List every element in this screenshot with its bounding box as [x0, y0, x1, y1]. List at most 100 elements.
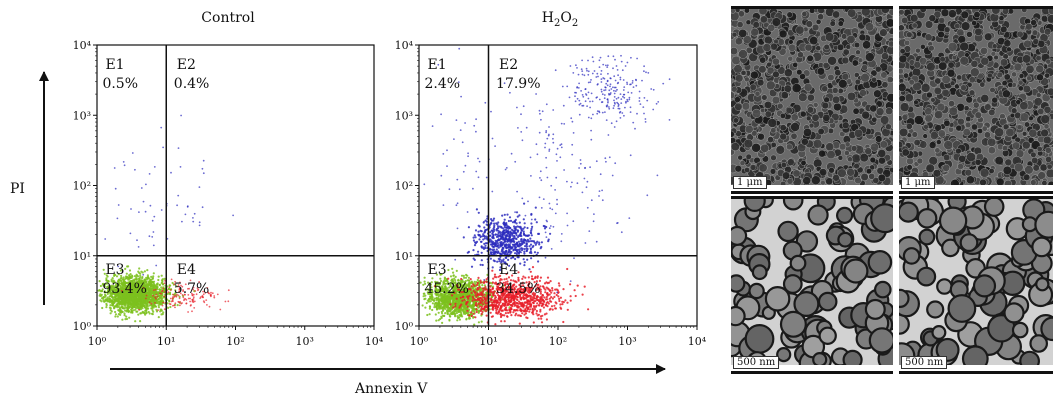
data-point: [128, 269, 132, 272]
data-point: [442, 299, 445, 302]
data-point: [531, 266, 535, 269]
data-point: [581, 70, 584, 72]
data-point: [523, 222, 526, 225]
data-point: [536, 314, 539, 317]
data-point: [156, 295, 159, 298]
data-point: [501, 309, 504, 312]
data-point: [512, 299, 516, 302]
data-point: [529, 250, 533, 253]
data-point: [516, 230, 519, 233]
data-point: [576, 67, 578, 69]
data-point: [448, 319, 451, 322]
data-point: [468, 301, 471, 304]
data-point: [127, 310, 130, 313]
data-point: [526, 306, 529, 310]
data-point: [536, 276, 539, 279]
data-point: [529, 305, 532, 308]
data-point: [496, 233, 499, 236]
data-point: [179, 166, 182, 168]
data-point: [134, 308, 137, 311]
data-point: [160, 298, 163, 301]
data-point: [530, 234, 533, 237]
data-point: [483, 296, 486, 299]
data-point: [492, 251, 495, 254]
data-point: [483, 281, 486, 284]
data-point: [134, 320, 137, 323]
data-point: [501, 214, 504, 217]
data-point: [483, 226, 486, 229]
data-point: [167, 306, 170, 309]
data-point: [480, 293, 484, 296]
data-point: [481, 307, 484, 310]
data-point: [510, 304, 513, 307]
data-point: [451, 312, 454, 315]
data-point: [520, 309, 523, 312]
data-point: [439, 317, 442, 321]
data-point: [144, 309, 147, 312]
data-point: [492, 290, 495, 293]
data-point: [492, 219, 495, 222]
data-point: [150, 290, 153, 293]
data-point: [626, 81, 628, 84]
data-point: [232, 214, 235, 217]
data-point: [527, 276, 530, 279]
data-point: [485, 228, 488, 231]
data-point: [540, 317, 543, 320]
data-point: [127, 297, 130, 300]
data-point: [546, 293, 549, 296]
data-point: [157, 309, 160, 311]
data-point: [603, 94, 606, 96]
data-point: [491, 288, 494, 291]
data-point: [502, 223, 506, 226]
data-point: [523, 250, 526, 253]
data-point: [435, 319, 438, 322]
data-point: [530, 227, 533, 230]
data-point: [475, 310, 478, 314]
data-point: [138, 271, 141, 274]
data-point: [146, 269, 149, 272]
data-point: [116, 303, 119, 306]
data-point: [162, 283, 165, 286]
data-point: [219, 308, 222, 311]
data-point: [480, 230, 483, 233]
data-point: [190, 304, 192, 306]
data-point: [110, 299, 113, 302]
data-point: [109, 307, 112, 310]
data-point: [523, 301, 526, 304]
data-point: [523, 202, 526, 205]
data-point: [168, 291, 172, 294]
data-point: [472, 297, 475, 300]
data-point: [585, 67, 588, 70]
data-point: [477, 230, 480, 233]
plot-title: Control: [201, 10, 255, 26]
data-point: [139, 320, 142, 323]
data-point: [515, 246, 518, 249]
data-point: [193, 300, 196, 303]
data-point: [513, 227, 516, 230]
data-point: [147, 280, 150, 283]
data-point: [435, 308, 439, 311]
data-point: [495, 276, 498, 279]
data-point: [463, 298, 466, 301]
data-point: [566, 267, 569, 271]
data-point: [465, 317, 468, 320]
data-point: [506, 226, 509, 229]
data-point: [130, 310, 133, 313]
data-point: [105, 279, 108, 282]
data-point: [104, 298, 107, 301]
data-point: [493, 301, 496, 304]
data-point: [185, 302, 188, 305]
data-point: [114, 187, 117, 190]
data-point: [482, 287, 485, 290]
data-point: [122, 278, 125, 281]
data-point: [438, 306, 441, 309]
data-point: [201, 206, 204, 209]
data-point: [472, 304, 475, 307]
data-point: [497, 229, 500, 232]
data-point: [150, 302, 153, 305]
data-point: [492, 248, 496, 251]
data-point: [170, 278, 173, 281]
data-point: [157, 298, 160, 301]
data-point: [491, 307, 494, 310]
data-point: [587, 308, 590, 311]
